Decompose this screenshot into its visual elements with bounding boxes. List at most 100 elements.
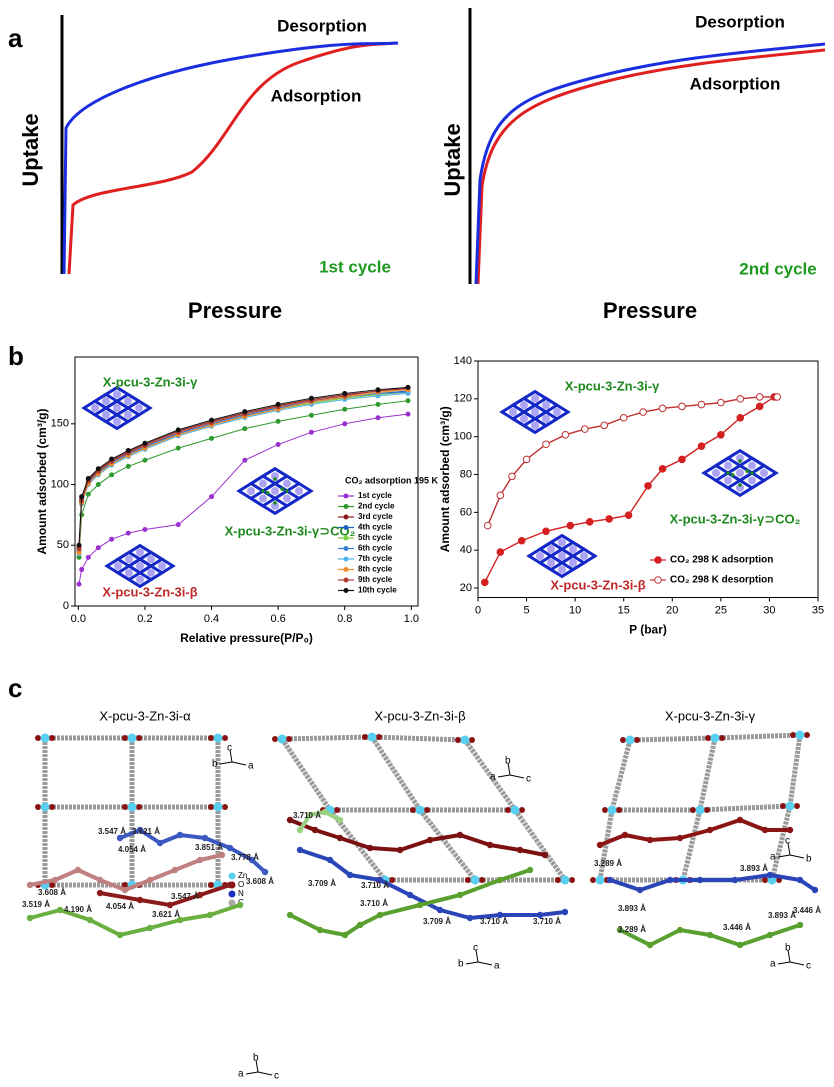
data-point	[717, 430, 725, 439]
data-point	[773, 393, 782, 401]
atom	[176, 831, 184, 839]
axis-triad: b c a	[238, 1053, 279, 1082]
atom	[296, 826, 304, 834]
legend-marker	[343, 525, 349, 530]
distance-label: 3.710 Å	[533, 917, 561, 926]
node	[736, 483, 744, 492]
zinc	[367, 732, 377, 742]
legend-label: Zn	[238, 871, 247, 880]
axis-triad: b c a	[770, 943, 811, 972]
axis-arrow	[787, 842, 791, 856]
oxygen	[362, 734, 368, 740]
oxygen	[794, 803, 800, 809]
molecule	[296, 808, 344, 834]
bond	[119, 828, 267, 874]
atom	[366, 844, 374, 852]
data-point	[308, 395, 314, 401]
structure-title: X-pcu-3-Zn-3i-γ	[665, 708, 756, 723]
x-tick-label: 1.0	[404, 613, 419, 625]
molecule	[26, 901, 244, 939]
oxygen	[455, 737, 461, 743]
oxygen	[719, 735, 725, 741]
data-point	[566, 521, 575, 530]
data-point	[125, 448, 131, 454]
data-point	[522, 455, 531, 464]
atom	[146, 876, 154, 884]
plot-frame	[477, 360, 819, 598]
data-point	[697, 442, 706, 450]
oxygen	[616, 807, 622, 813]
oxygen	[465, 877, 471, 883]
axis-triad: c a b	[458, 943, 500, 972]
data-point	[658, 404, 667, 413]
cell	[104, 550, 154, 582]
atom	[406, 891, 414, 899]
annotation: Adsorption	[690, 74, 781, 93]
lattice-icon	[104, 543, 176, 589]
data-point	[142, 440, 148, 446]
oxygen	[208, 804, 214, 810]
node	[102, 397, 110, 406]
data-point	[581, 425, 589, 433]
atom	[96, 876, 104, 884]
lattice-icon	[81, 385, 153, 431]
atom	[736, 941, 744, 949]
legend-label: 1st cycle	[358, 491, 392, 500]
distance-label: 3.778 Å	[231, 853, 259, 862]
data-point	[85, 475, 91, 481]
zinc	[470, 875, 480, 885]
atom	[321, 808, 329, 816]
distance-label: 3.710 Å	[293, 811, 321, 820]
zinc	[560, 875, 570, 885]
cycle-label: 1st cycle	[319, 257, 391, 276]
atom	[796, 876, 804, 884]
distance-label: 3.709 Å	[423, 917, 451, 926]
zinc	[607, 805, 617, 815]
molecule	[26, 851, 226, 894]
node	[553, 408, 561, 416]
axis-name: c	[526, 774, 531, 785]
node	[113, 404, 121, 412]
data-point	[85, 554, 91, 560]
data-point	[496, 548, 505, 556]
y-tick-label: 150	[51, 418, 69, 430]
bond	[289, 818, 546, 857]
x-tick-label: 0.4	[204, 613, 219, 625]
atom	[226, 844, 234, 852]
axis-name: a	[770, 852, 776, 863]
atom	[306, 811, 314, 819]
series-line	[484, 396, 775, 583]
legend-label: 10th cycle	[358, 586, 397, 595]
lattice-icon	[236, 466, 314, 516]
schematic-a1	[60, 15, 399, 275]
x-tick-label: 0	[475, 604, 481, 616]
structure-title: X-pcu-3-Zn-3i-α	[99, 708, 191, 723]
lattice-icon	[526, 533, 598, 579]
atom	[261, 868, 269, 876]
axis-arrow	[229, 749, 233, 763]
axis-arrow	[789, 961, 805, 966]
legend-label: N	[238, 889, 244, 898]
oxygen	[620, 737, 626, 743]
legend-label: CO₂ 298 K desorption	[670, 575, 773, 586]
axis-arrow	[497, 774, 511, 778]
node	[124, 397, 132, 406]
linker	[769, 805, 793, 881]
atom	[166, 901, 174, 909]
node	[547, 558, 555, 567]
distance-label: 3.621 Å	[152, 910, 180, 919]
structure-label: X-pcu-3-Zn-3i-γ	[103, 374, 198, 389]
atom	[176, 916, 184, 924]
y-axis-label: Uptake	[440, 123, 465, 196]
atom	[526, 866, 534, 874]
atom	[426, 836, 434, 844]
axis-arrow	[777, 854, 791, 858]
data-point	[125, 530, 131, 536]
data-point	[209, 417, 215, 423]
atom	[341, 931, 349, 939]
node	[271, 472, 279, 481]
atom	[416, 901, 424, 909]
legend-label: 3rd cycle	[358, 512, 393, 521]
structure-label: X-pcu-3-Zn-3i-β	[550, 577, 645, 592]
node	[125, 568, 133, 577]
